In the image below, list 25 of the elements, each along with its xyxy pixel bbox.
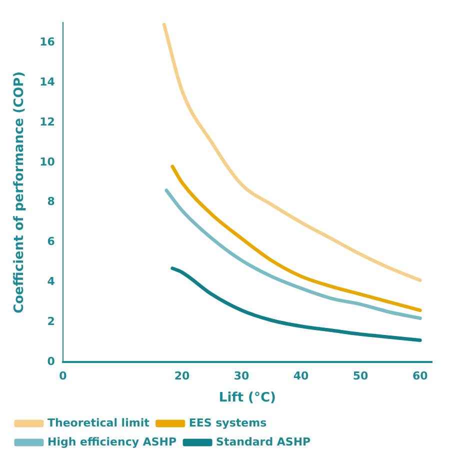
y-tick-label: 8 bbox=[47, 195, 55, 208]
y-tick-label: 4 bbox=[47, 275, 56, 288]
x-tick-label: 30 bbox=[234, 370, 250, 383]
legend-label: High efficiency ASHP bbox=[48, 435, 177, 448]
y-tick-label: 6 bbox=[47, 235, 56, 248]
x-axis-title: Lift (°C) bbox=[218, 390, 276, 406]
legend-label: Standard ASHP bbox=[216, 435, 311, 448]
legend-label: Theoretical limit bbox=[48, 416, 150, 430]
y-tick-label: 16 bbox=[40, 35, 56, 48]
legend-label: EES systems bbox=[188, 416, 268, 430]
y-tick-label: 0 bbox=[47, 355, 56, 368]
line-series bbox=[162, 22, 422, 282]
y-tick-label: 10 bbox=[40, 155, 56, 168]
x-tick-label: 40 bbox=[293, 370, 310, 383]
x-tick-label: 60 bbox=[412, 370, 428, 383]
y-axis-title: Coefficient of performance (COP) bbox=[12, 71, 28, 314]
x-tick-label: 50 bbox=[352, 370, 369, 383]
y-tick-label: 14 bbox=[40, 75, 56, 88]
line-series bbox=[164, 188, 422, 320]
x-tick-label: 20 bbox=[174, 370, 190, 383]
line-series bbox=[170, 164, 422, 312]
line-series bbox=[170, 266, 422, 342]
x-tick-label: 0 bbox=[59, 370, 68, 383]
y-tick-label: 2 bbox=[47, 315, 55, 328]
y-tick-label: 12 bbox=[40, 115, 55, 128]
